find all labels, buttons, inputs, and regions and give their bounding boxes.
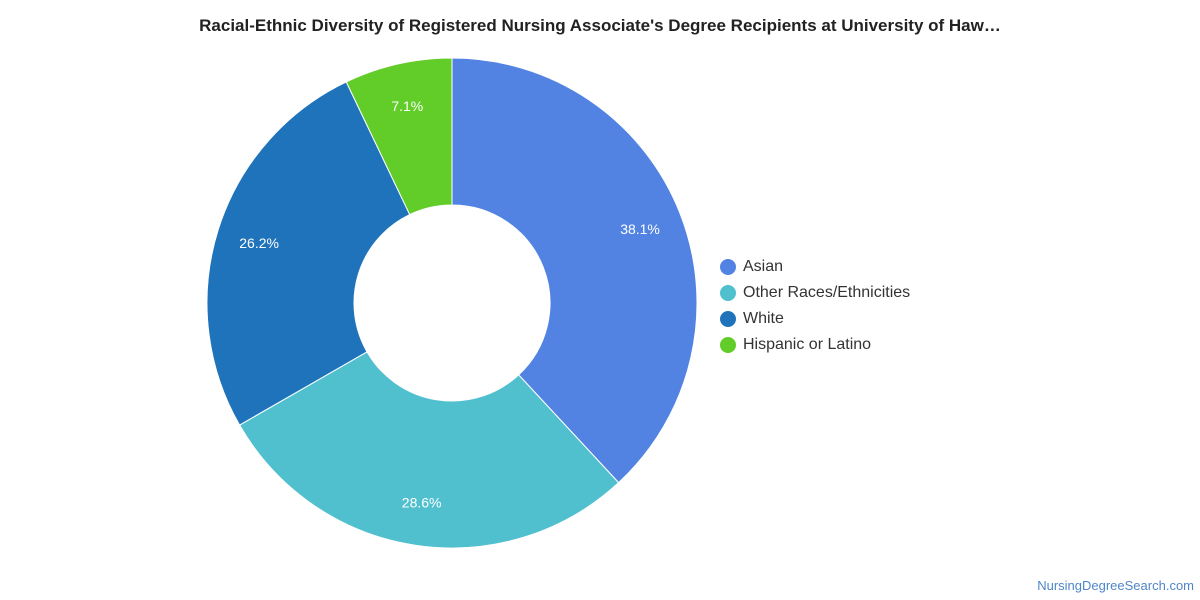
legend-item-asian[interactable]: Asian bbox=[720, 254, 910, 280]
legend-swatch-icon bbox=[720, 259, 736, 275]
donut-slice-white[interactable] bbox=[206, 81, 411, 426]
legend-item-hispanic-or-latino[interactable]: Hispanic or Latino bbox=[720, 332, 910, 358]
chart-legend: Asian Other Races/Ethnicities White Hispani… bbox=[720, 254, 910, 358]
legend-swatch-icon bbox=[720, 285, 736, 301]
slice-label-white: 26.2% bbox=[239, 235, 279, 251]
slice-label-other-races-ethnicities: 28.6% bbox=[402, 495, 442, 511]
legend-label: Other Races/Ethnicities bbox=[743, 284, 911, 301]
donut-slice-labels: 38.1% 28.6% 26.2% 7.1% bbox=[239, 98, 660, 511]
legend-label: Asian bbox=[743, 258, 784, 275]
legend-swatch-icon bbox=[720, 337, 736, 353]
legend-label: Hispanic or Latino bbox=[743, 336, 872, 353]
slice-label-hispanic-or-latino: 7.1% bbox=[391, 98, 423, 114]
donut-slice-asian[interactable] bbox=[451, 57, 698, 484]
site-watermark[interactable]: NursingDegreeSearch.com bbox=[1037, 578, 1194, 593]
donut-slices bbox=[206, 57, 698, 549]
slice-label-asian: 38.1% bbox=[620, 221, 660, 237]
legend-label: White bbox=[743, 310, 784, 327]
legend-item-white[interactable]: White bbox=[720, 306, 910, 332]
legend-item-other-races-ethnicities[interactable]: Other Races/Ethnicities bbox=[720, 280, 910, 306]
legend-swatch-icon bbox=[720, 311, 736, 327]
donut-slice-hispanic-or-latino[interactable] bbox=[345, 57, 453, 216]
donut-slice-other-races-ethnicities[interactable] bbox=[238, 351, 620, 549]
chart-title: Racial-Ethnic Diversity of Registered Nu… bbox=[199, 16, 1001, 35]
